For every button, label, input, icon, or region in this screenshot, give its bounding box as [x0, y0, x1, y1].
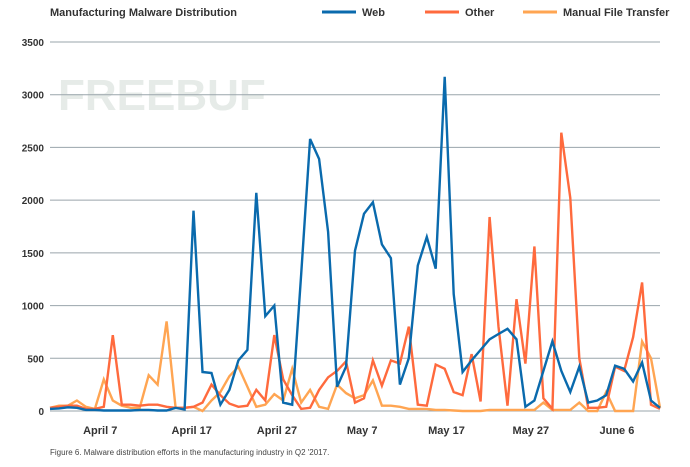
legend-label: Other — [465, 7, 495, 19]
y-tick-label: 1000 — [22, 302, 45, 313]
figure-caption: Figure 6. Malware distribution efforts i… — [50, 448, 329, 457]
x-tick-label: April 7 — [83, 425, 117, 437]
chart-title: Manufacturing Malware Distribution — [50, 7, 237, 19]
x-tick-label: April 27 — [257, 425, 297, 437]
legend-item: Manual File Transfer — [523, 7, 670, 19]
x-axis: April 7 April 17 April 27 May 7 May 17 May 27… — [83, 425, 634, 437]
y-tick-label: 2000 — [22, 196, 45, 207]
legend-label: Web — [362, 7, 385, 19]
legend: Web Other Manual File Transfer — [322, 7, 670, 19]
y-tick-label: 2500 — [22, 143, 45, 154]
y-axis: 0 500 1000 1500 2000 2500 3000 3500 — [22, 38, 45, 418]
y-tick-label: 3000 — [22, 91, 45, 102]
legend-item: Other — [425, 7, 495, 19]
x-tick-label: May 7 — [347, 425, 378, 437]
x-tick-label: May 27 — [512, 425, 549, 437]
y-tick-label: 500 — [27, 354, 44, 365]
x-tick-label: May 17 — [428, 425, 465, 437]
series-line-other — [49, 132, 661, 413]
y-tick-label: 0 — [38, 407, 44, 418]
series-line-web — [49, 76, 661, 412]
legend-label: Manual File Transfer — [563, 7, 670, 19]
x-tick-label: June 6 — [600, 425, 635, 437]
watermark: FREEBUF — [58, 71, 266, 120]
series-lines — [49, 76, 662, 413]
legend-item: Web — [322, 7, 385, 19]
y-tick-label: 3500 — [22, 38, 45, 49]
x-tick-label: April 17 — [172, 425, 212, 437]
y-tick-label: 1500 — [22, 249, 45, 260]
